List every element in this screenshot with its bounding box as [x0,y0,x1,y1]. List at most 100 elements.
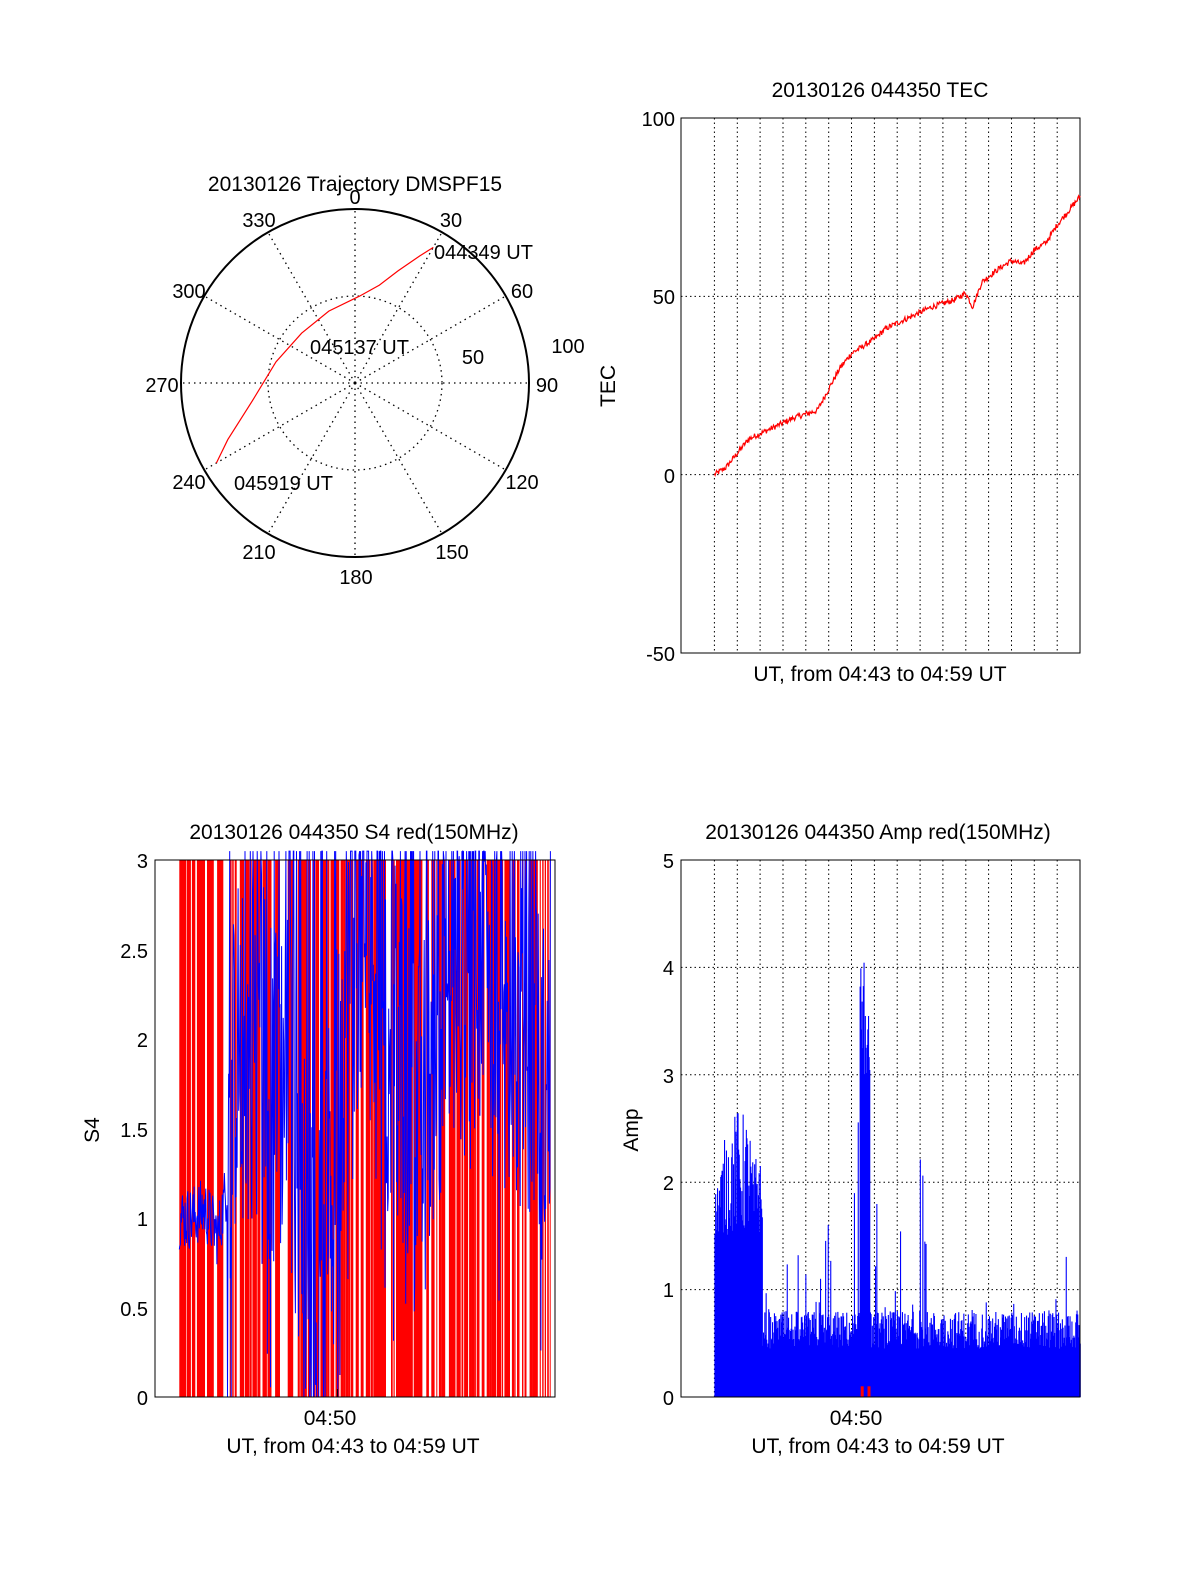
s4-red-spike [179,860,183,1397]
amp-blue-bar [891,1312,893,1397]
amp-blue-bar [761,1208,763,1397]
s4-red-spike [222,860,224,1397]
s4-red-spike [459,860,461,1397]
amp-blue-bar [1044,1346,1046,1397]
amp-blue-bar [1043,1311,1045,1397]
s4-red-spike [375,860,380,1397]
amp-blue-bar [1064,1325,1066,1397]
amp-blue-bar [915,1348,917,1397]
amp-blue-bar [811,1314,813,1397]
amp-blue-bar [907,1320,909,1397]
amp-blue-bar [884,1348,886,1397]
amp-blue-bar [714,1233,716,1397]
amp-blue-bar [1059,1348,1061,1397]
amp-blue-bar [772,1343,774,1397]
amp-blue-bar [929,1322,931,1397]
amp-blue-bar [781,1312,783,1397]
amp-blue-bar [845,1338,847,1397]
amp-blue-bar [1030,1333,1032,1397]
amp-blue-bar [724,1140,726,1397]
amp-blue-bar [722,1170,724,1397]
s4-red-spike [287,860,292,1397]
amp-blue-bar [1059,1323,1061,1397]
amp-blue-bar [759,1231,761,1397]
amp-blue-bar [715,1230,717,1397]
amp-blue-bar [1043,1345,1045,1397]
amp-blue-bar [716,1211,718,1397]
tec-ytick-0: 0 [664,466,675,488]
amp-blue-bar [994,1326,996,1397]
amp-blue-bar [748,1185,750,1397]
amp-blue-bar [1004,1322,1006,1397]
amp-blue-bar [1047,1339,1049,1397]
amp-blue-bar [766,1347,768,1397]
amp-blue-bar [738,1149,740,1397]
s4-red-spike [345,860,349,1397]
amp-blue-bar [760,1199,762,1397]
amp-blue-bar [988,1344,990,1397]
amp-blue-bar [905,1330,907,1397]
amp-blue-bar [1045,1338,1047,1397]
amp-blue-bar [852,1323,854,1397]
s4-red-spike [411,860,413,1397]
amp-blue-bar [882,1316,884,1397]
amp-blue-bar [1024,1342,1026,1397]
amp-blue-bar [721,1170,723,1397]
amp-blue-bar [805,1315,807,1397]
amp-blue-bar [1006,1318,1008,1397]
s4-red-spike [355,860,359,1397]
amp-blue-bar [872,1343,874,1397]
amp-blue-bar [817,1339,819,1397]
amp-blue-bar [717,1188,719,1397]
amp-blue-bar [860,968,862,1397]
amp-blue-bar [974,1324,976,1397]
amp-blue-bar [967,1314,969,1397]
amp-blue-bar [898,1316,900,1397]
amp-blue-bar [1078,1325,1080,1397]
amp-blue-bar [830,1260,832,1397]
amp-blue-bar [1070,1339,1072,1397]
amp-blue-bar [962,1336,964,1397]
amp-blue-bar [1051,1314,1053,1397]
amp-blue-bar [860,1029,862,1397]
amp-blue-bar [1041,1325,1043,1397]
amp-blue-bar [828,1316,830,1397]
s4-red-spike [229,860,232,1397]
amp-blue-bar [853,1193,855,1397]
amp-blue-bar [1066,1316,1068,1397]
amp-blue-bar [1067,1316,1069,1397]
amp-xlabel: UT, from 04:43 to 04:59 UT [751,1435,1004,1458]
amp-blue-bar [1049,1347,1051,1397]
amp-blue-bar [1074,1347,1076,1397]
amp-blue-bar [848,1322,850,1397]
amp-blue-bar [868,1016,870,1397]
amp-blue-bar [882,1323,884,1397]
amp-blue-bar [864,1074,866,1397]
amp-blue-bar [743,1225,745,1397]
amp-blue-bar [830,1335,832,1397]
amp-ytick-0: 0 [663,1388,674,1410]
amp-blue-bar [852,1315,854,1397]
amp-blue-bar [739,1179,741,1397]
amp-blue-bar [791,1314,793,1397]
amp-blue-bar [824,1342,826,1397]
amp-blue-bar [740,1215,742,1397]
s4-red-spike [486,860,490,1397]
amp-blue-bar [966,1338,968,1397]
amp-blue-bar [926,1334,928,1397]
amp-blue-bar [841,1345,843,1397]
amp-blue-bar [981,1314,983,1397]
amp-blue-bar [756,1184,758,1397]
amp-blue-bar [887,1315,889,1397]
s4-red-spike [325,860,328,1397]
amp-blue-bar [1038,1320,1040,1397]
amp-blue-bar [1006,1328,1008,1397]
amp-blue-bar [765,1335,767,1397]
amp-blue-bar [1035,1338,1037,1397]
angle-label-30: 30 [440,210,462,232]
amp-blue-bar [788,1329,790,1397]
amp-blue-bar [975,1314,977,1397]
s4-red-spike [348,860,351,1397]
amp-blue-bar [1008,1315,1010,1397]
amp-blue-bar [1048,1310,1050,1397]
